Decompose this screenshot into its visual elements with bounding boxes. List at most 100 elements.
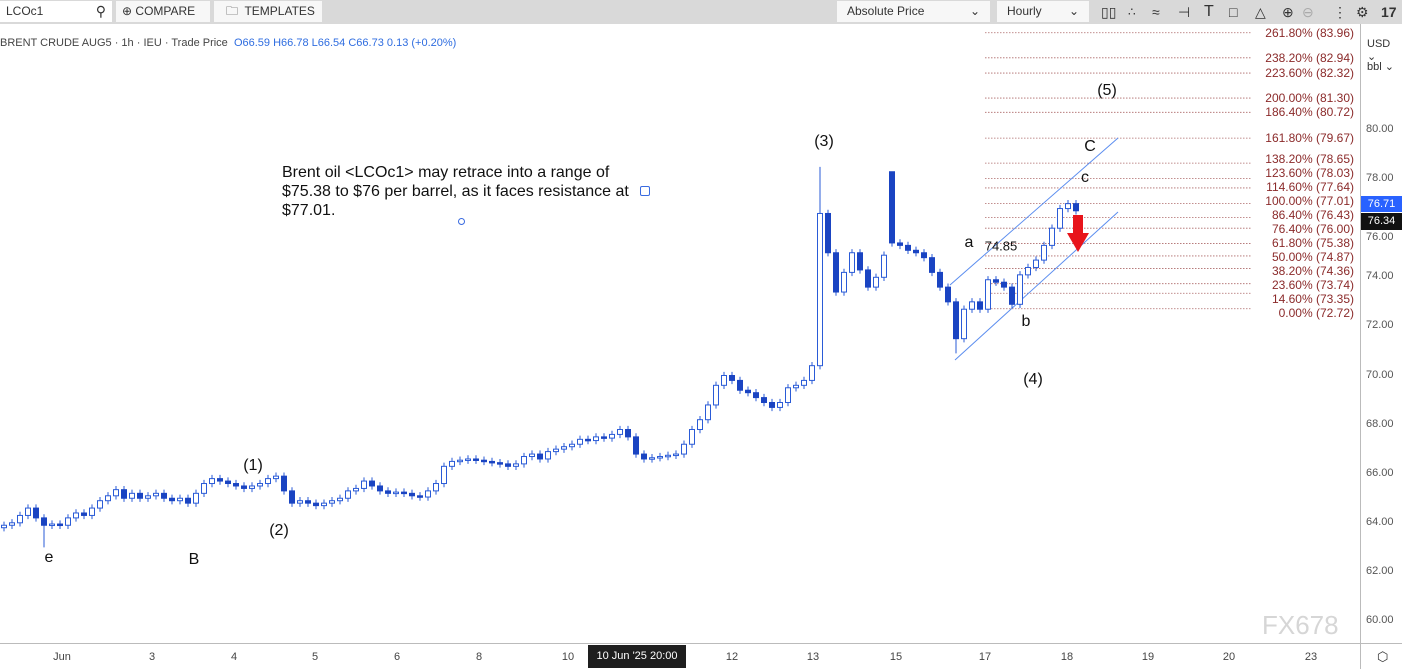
candle-up — [441, 465, 447, 485]
wave-label: e — [44, 549, 54, 566]
y-tick-label: 72.00 — [1366, 319, 1394, 332]
candle-down — [409, 492, 415, 497]
candle-down — [281, 475, 287, 492]
watermark: FX678 — [1262, 610, 1339, 640]
candle-up — [433, 483, 439, 492]
candle-up — [1065, 203, 1071, 210]
candle-up — [649, 457, 655, 460]
candle-down — [737, 379, 743, 391]
rectangle-icon[interactable]: □ — [1229, 4, 1238, 20]
wave-label: (5) — [1097, 82, 1117, 99]
candle-down — [1001, 281, 1007, 288]
candle-up — [65, 517, 71, 526]
candle-down — [401, 491, 407, 495]
x-tick-label: 10 — [561, 651, 575, 663]
x-tick-label: 12 — [725, 651, 739, 663]
candle-up — [609, 433, 615, 439]
fib-level-label: 238.20% (82.94) — [1265, 50, 1354, 65]
candle-down — [473, 458, 479, 461]
candlestick-icon[interactable]: ▯▯ — [1101, 4, 1117, 20]
fib-level-label: 261.80% (83.96) — [1265, 25, 1354, 40]
fib-level-label: 100.00% (77.01) — [1265, 194, 1354, 208]
unit-select[interactable]: bbl ⌄ — [1367, 61, 1394, 73]
candle-down — [913, 249, 919, 254]
fib-level-label: 14.60% (73.35) — [1271, 292, 1354, 306]
candle-up — [1049, 227, 1055, 246]
settings-icon[interactable]: ⚙ — [1356, 4, 1369, 20]
x-tick-label: 3 — [148, 651, 156, 663]
polygon-icon[interactable]: △ — [1255, 4, 1266, 20]
legend-open: O66.59 — [233, 37, 271, 49]
text-icon[interactable]: T — [1204, 3, 1214, 20]
candle-down — [953, 301, 959, 340]
candle-up — [705, 404, 711, 421]
candle-up — [425, 490, 431, 498]
annotation-text[interactable]: Brent oil <LCOc1> may retrace into a ran… — [282, 164, 629, 219]
currency-select[interactable]: USD ⌄ — [1367, 38, 1391, 63]
candle-down — [417, 495, 423, 498]
candle-down — [41, 517, 47, 526]
search-icon[interactable]: ⚲ — [95, 3, 106, 19]
candle-up — [17, 514, 23, 524]
annotation-anchor[interactable] — [458, 218, 465, 225]
candle-up — [89, 507, 95, 516]
x-tick-label: 5 — [311, 651, 319, 663]
time-axis-line — [0, 643, 1402, 644]
candle-up — [817, 212, 823, 367]
candle-down — [857, 252, 863, 271]
more-icon[interactable]: ⋮ — [1333, 4, 1347, 20]
annotation-handle[interactable] — [640, 186, 650, 196]
candle-up — [329, 500, 335, 504]
y-tick-label: 62.00 — [1366, 564, 1394, 577]
candle-down — [905, 244, 911, 251]
interval-select[interactable]: Hourly ⌄ — [997, 1, 1089, 22]
candle-up — [273, 475, 279, 480]
candle-up — [361, 480, 367, 489]
candle-down — [729, 375, 735, 381]
channel-lower-line — [954, 211, 1119, 361]
price-type-select[interactable]: Absolute Price ⌄ — [837, 1, 990, 22]
settings-hex-icon[interactable]: ⬡ — [1377, 649, 1389, 664]
fib-level-label: 138.20% (78.65) — [1265, 152, 1354, 166]
candle-up — [209, 478, 215, 485]
candle-up — [345, 490, 351, 499]
candle-down — [57, 523, 63, 527]
drawing-icon[interactable]: ⊣ — [1178, 4, 1191, 20]
candle-up — [249, 485, 255, 489]
candle-up — [73, 512, 79, 519]
wave-label: (3) — [814, 133, 834, 150]
x-tick-label: 23 — [1304, 651, 1318, 663]
studies-icon[interactable]: ≈ — [1152, 4, 1160, 20]
candle-up — [681, 443, 687, 455]
candle-down — [993, 279, 999, 283]
candle-up — [697, 419, 703, 431]
legend-low: L66.54 — [311, 37, 346, 49]
candle-up — [545, 451, 551, 460]
candle-up — [297, 500, 303, 504]
indicators-icon[interactable]: ∴ — [1128, 5, 1136, 19]
zoom-out-icon[interactable]: ⊖ — [1302, 4, 1314, 20]
compare-button[interactable]: ⊕ COMPARE — [116, 1, 210, 22]
zoom-in-icon[interactable]: ⊕ — [1282, 4, 1294, 20]
chevron-down-icon: ⌄ — [1068, 4, 1079, 18]
y-tick-label: 74.00 — [1366, 270, 1394, 283]
legend-title: BRENT CRUDE AUG5 · 1h · IEU · Trade Pric… — [0, 37, 228, 49]
candle-up — [521, 456, 527, 465]
candle-down — [33, 507, 39, 519]
symbol-search-input[interactable]: LCOc1 ⚲ — [0, 1, 112, 22]
candle-up — [353, 487, 359, 492]
candle-up — [321, 502, 327, 507]
down-arrow-icon — [1067, 215, 1089, 252]
price-axis-line — [1360, 24, 1361, 669]
compare-label: COMPARE — [135, 4, 196, 18]
y-tick-label: 68.00 — [1366, 417, 1394, 430]
x-tick-label: 19 — [1141, 651, 1155, 663]
candle-down — [897, 242, 903, 246]
fib-level-label: 0.00% (72.72) — [1278, 306, 1354, 320]
price-chart[interactable] — [0, 24, 1360, 643]
candle-down — [81, 512, 87, 516]
y-tick-label: 60.00 — [1366, 614, 1394, 626]
templates-button[interactable]: 🗀 TEMPLATES — [214, 1, 322, 22]
wave-label: (2) — [269, 522, 289, 539]
wave-label: a — [964, 234, 974, 251]
